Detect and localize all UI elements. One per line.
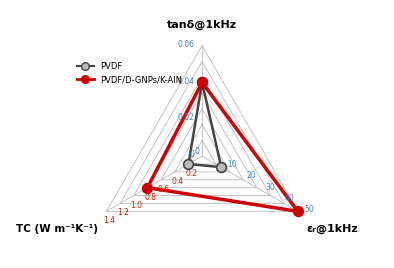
- Text: 0.4: 0.4: [171, 177, 184, 186]
- Text: TC (W m⁻¹K⁻¹): TC (W m⁻¹K⁻¹): [16, 224, 98, 234]
- Text: 0.6: 0.6: [158, 185, 170, 194]
- Text: 30: 30: [266, 183, 275, 192]
- Text: εᵣ@1kHz: εᵣ@1kHz: [306, 224, 358, 234]
- Text: 50: 50: [304, 205, 314, 214]
- Text: 0.2: 0.2: [185, 169, 197, 178]
- Text: 0: 0: [190, 150, 194, 159]
- Text: 0: 0: [195, 147, 199, 157]
- Text: 0.06: 0.06: [177, 40, 194, 49]
- Text: 40: 40: [285, 193, 294, 203]
- Text: 20: 20: [247, 172, 256, 180]
- Text: 1.2: 1.2: [117, 209, 129, 217]
- Text: 1.0: 1.0: [130, 200, 143, 210]
- Text: 0.02: 0.02: [178, 113, 194, 122]
- Text: tanδ@1kHz: tanδ@1kHz: [167, 20, 237, 30]
- Text: 1.4: 1.4: [103, 216, 115, 225]
- Legend: PVDF, PVDF/D-GNPs/K-AlN: PVDF, PVDF/D-GNPs/K-AlN: [74, 59, 186, 87]
- Text: 10: 10: [227, 161, 237, 169]
- Text: 0.04: 0.04: [177, 77, 194, 85]
- Text: 0.8: 0.8: [144, 193, 156, 202]
